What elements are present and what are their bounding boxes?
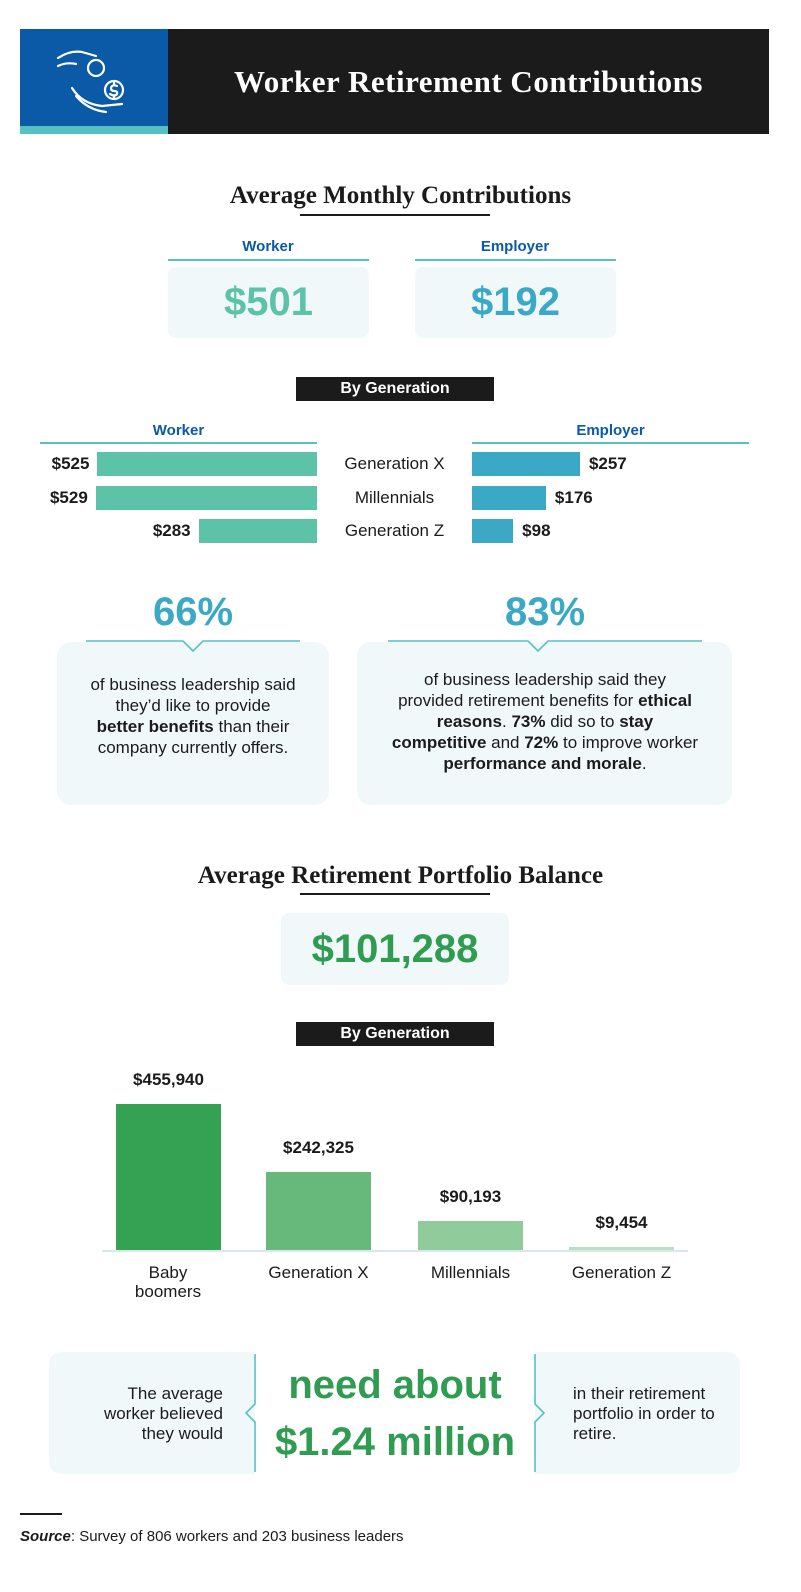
portfolio-value-baby-boomers: $455,940 bbox=[133, 1070, 204, 1089]
portfolio-bar-millennials bbox=[418, 1221, 523, 1250]
worker-bar-generation-x bbox=[97, 452, 317, 476]
worker-value-generation-x: $525 bbox=[51, 454, 90, 473]
portfolio-bar-generation-z bbox=[569, 1246, 674, 1250]
callout-left-box bbox=[57, 642, 329, 805]
portfolio-category-baby-boomers: Baby boomers bbox=[134, 1263, 202, 1301]
hand-coin-icon bbox=[56, 50, 125, 114]
callout-right-text: of business leadership said they provide… bbox=[391, 670, 699, 773]
by-generation-label: By Generation bbox=[296, 377, 494, 401]
portfolio-balance-chart: $455,940 Baby boomers $242,325 Generation X… bbox=[0, 1060, 801, 1310]
monthly-employer-label: Employer bbox=[480, 238, 550, 255]
portfolio-title: Average Retirement Portfolio Balance bbox=[197, 862, 604, 889]
source-note: Source: Survey of 806 workers and 203 bu… bbox=[20, 1528, 720, 1545]
portfolio-category-generation-x: Generation X bbox=[268, 1263, 369, 1282]
employer-bar-generation-x bbox=[472, 452, 580, 476]
million-big-line2: $1.24 million bbox=[274, 1420, 516, 1464]
generation-label-millennials: Millennials bbox=[354, 488, 435, 507]
source-label: Source bbox=[20, 1528, 71, 1545]
employer-value-generation-z: $98 bbox=[522, 521, 551, 540]
million-big-line1: need about bbox=[288, 1363, 502, 1407]
worker-value-millennials: $529 bbox=[49, 488, 88, 507]
portfolio-bar-generation-x bbox=[266, 1172, 371, 1250]
callout-left-text: of business leadership said they’d like … bbox=[90, 675, 296, 757]
million-right-text: in their retirement portfolio in order t… bbox=[573, 1384, 715, 1443]
generation-label-generation-z: Generation Z bbox=[344, 521, 445, 540]
employer-bar-millennials bbox=[472, 486, 546, 510]
source-rule bbox=[20, 1513, 62, 1515]
gen-employer-label: Employer bbox=[576, 422, 645, 439]
callout-left-percent: 66% bbox=[152, 590, 234, 634]
employer-value-millennials: $176 bbox=[554, 488, 593, 507]
monthly-contributions-title: Average Monthly Contributions bbox=[229, 182, 572, 209]
monthly-employer-value: $192 bbox=[415, 267, 616, 338]
portfolio-value-generation-x: $242,325 bbox=[283, 1138, 354, 1158]
callout-left-pointer bbox=[86, 640, 300, 653]
million-bracket-lines bbox=[244, 1354, 546, 1472]
portfolio-bar-baby-boomers bbox=[116, 1104, 221, 1250]
employer-bar-generation-z bbox=[472, 519, 514, 543]
monthly-title-underline bbox=[300, 214, 490, 216]
portfolio-title-underline bbox=[300, 893, 490, 895]
generation-label-generation-x: Generation X bbox=[344, 454, 445, 473]
worker-bar-generation-z bbox=[198, 519, 317, 543]
portfolio-value: $101,288 bbox=[281, 913, 509, 985]
portfolio-category-generation-z: Generation Z bbox=[571, 1263, 672, 1282]
chart-baseline bbox=[102, 1250, 688, 1252]
portfolio-category-millennials: Millennials bbox=[430, 1263, 511, 1282]
worker-bar-millennials bbox=[95, 486, 317, 510]
header-icon-accent-strip bbox=[20, 126, 168, 134]
gen-worker-rule bbox=[40, 442, 317, 444]
portfolio-value-millennials: $90,193 bbox=[439, 1187, 502, 1207]
employer-value-generation-x: $257 bbox=[588, 454, 627, 473]
million-left-text: The average worker believed they would bbox=[103, 1384, 223, 1443]
generation-contribution-chart: $525 Generation X $257 $529 Millennials $176 $… bbox=[0, 450, 801, 550]
monthly-worker-label: Worker bbox=[242, 238, 294, 255]
worker-value-generation-z: $283 bbox=[152, 521, 191, 540]
callout-right-pointer bbox=[388, 640, 702, 653]
source-text: : Survey of 806 workers and 203 business… bbox=[70, 1528, 404, 1545]
monthly-worker-rule bbox=[168, 259, 369, 261]
header-icon-panel bbox=[20, 29, 168, 134]
gen-employer-rule bbox=[472, 442, 749, 444]
portfolio-value-generation-z: $9,454 bbox=[595, 1212, 648, 1232]
million-center-panel bbox=[255, 1352, 535, 1474]
monthly-employer-rule bbox=[415, 259, 616, 261]
gen-worker-label: Worker bbox=[152, 422, 205, 439]
portfolio-by-generation-label: By Generation bbox=[296, 1022, 494, 1046]
callout-right-percent: 83% bbox=[504, 590, 586, 634]
monthly-worker-value: $501 bbox=[168, 267, 369, 338]
page-title: Worker Retirement Contributions bbox=[234, 63, 703, 99]
callout-right-box bbox=[357, 642, 732, 805]
